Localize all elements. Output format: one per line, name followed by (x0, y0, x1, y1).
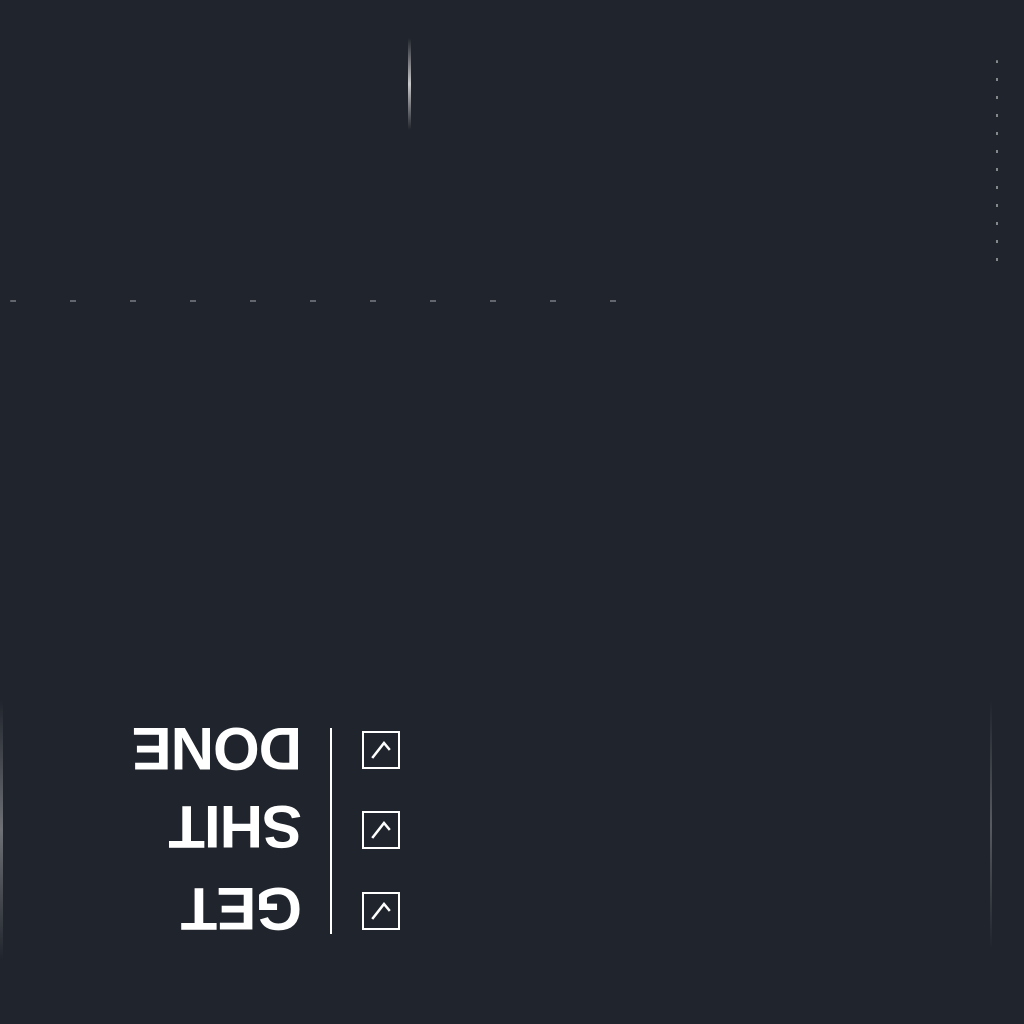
slogan-word-get: GET (181, 875, 302, 942)
slogan-word-done: DONE (132, 715, 302, 782)
fabric-edge-right (990, 700, 992, 950)
fabric-edge (408, 38, 411, 130)
slogan-print: GET SHIT DONE (130, 715, 410, 942)
fabric-fold (10, 300, 630, 302)
slogan-word-shit: SHIT (169, 793, 302, 860)
vertical-divider (330, 728, 332, 934)
checkbox-column (360, 726, 400, 934)
fabric-seam (996, 60, 998, 270)
checkbox-checked-icon (362, 892, 400, 930)
checkbox-checked-icon (362, 731, 400, 769)
fabric-edge-left (0, 700, 3, 960)
checkbox-checked-icon (362, 811, 400, 849)
